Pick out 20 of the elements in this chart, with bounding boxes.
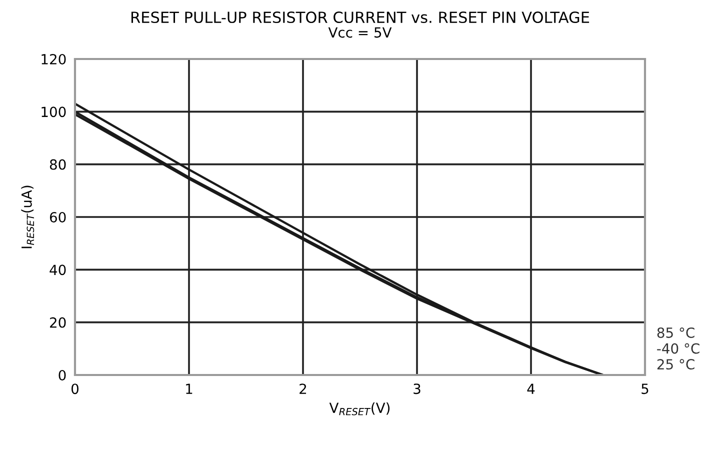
chart-title: RESET PULL-UP RESISTOR CURRENT vs. RESET PIN VOLTAGE	[131, 11, 590, 24]
y-tick-label: 40	[50, 264, 66, 276]
y-tick-label: 60	[50, 212, 66, 222]
text: 25 °C	[657, 359, 694, 370]
x-tick-label: 1	[186, 384, 192, 394]
text: 85 °C	[657, 327, 694, 338]
x-tick-label: 3	[414, 384, 420, 394]
y-tick-label: 100	[42, 106, 66, 118]
x-tick-label: 2	[300, 384, 306, 394]
y-tick-label: 80	[50, 159, 66, 170]
y-axis-title: I$_{RESET}$(uA)	[21, 186, 34, 248]
x-axis-title: V$_{RESET}$(V)	[329, 402, 390, 416]
y-tick-label: 0	[58, 370, 66, 380]
chart-subtitle: Vcc = 5V	[328, 27, 392, 38]
y-tick-label: 20	[50, 317, 66, 328]
text: -40 °C	[657, 343, 700, 354]
x-tick-label: 5	[642, 384, 648, 394]
y-tick-label: 120	[42, 54, 66, 64]
x-tick-label: 0	[71, 384, 78, 394]
x-tick-label: 4	[527, 384, 535, 394]
